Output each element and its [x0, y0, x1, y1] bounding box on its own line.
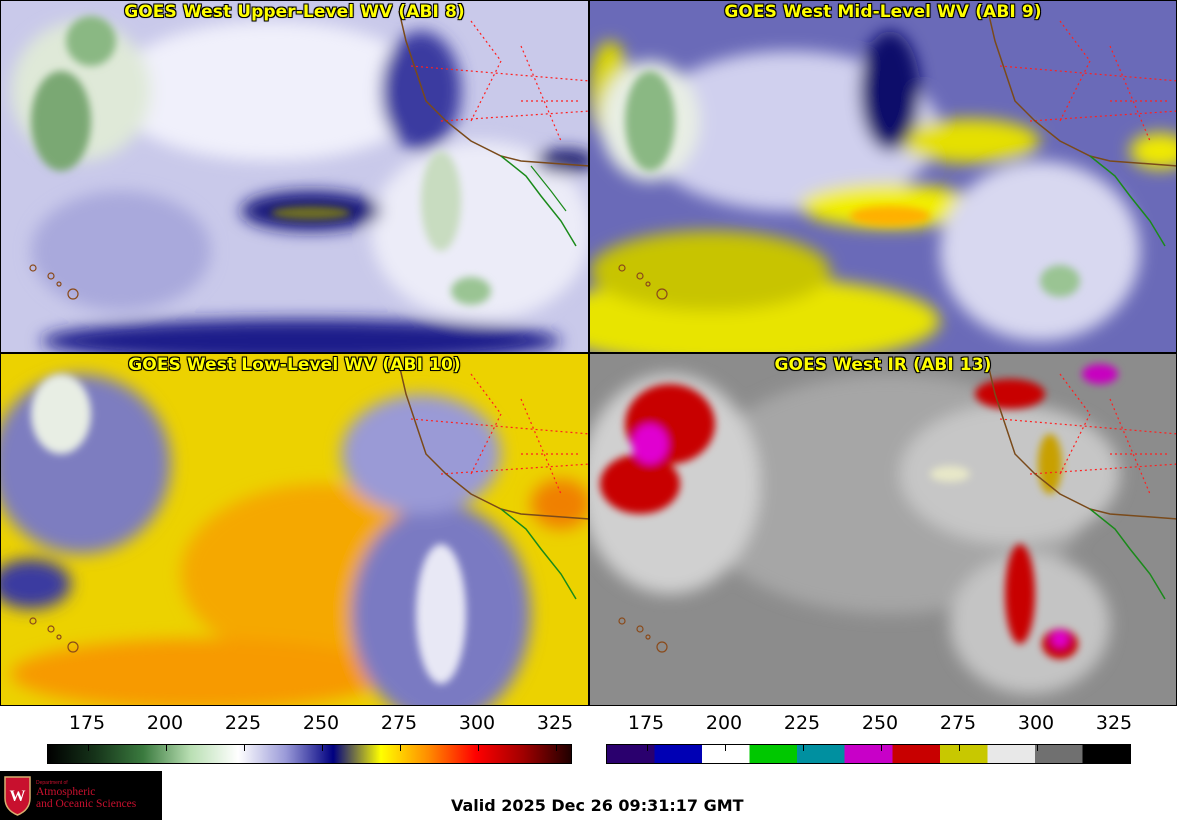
ir-tick-mark	[647, 745, 648, 751]
wv-tick-label: 200	[146, 712, 184, 734]
logo-line-2: and Oceanic Sciences	[36, 798, 137, 810]
svg-text:W: W	[10, 788, 26, 805]
wv-tick-mark	[478, 745, 479, 751]
ir-tick-label: 225	[783, 712, 821, 734]
ir-tick-mark	[1115, 745, 1116, 751]
panel-upper-level-wv: GOES West Upper-Level WV (ABI 8)	[0, 0, 589, 353]
wv-tick-mark	[88, 745, 89, 751]
wv-tick-label: 325	[536, 712, 574, 734]
panel-mid-level-wv: GOES West Mid-Level WV (ABI 9)	[589, 0, 1177, 353]
ir-image	[590, 354, 1176, 705]
ir-tick-label: 175	[627, 712, 665, 734]
uw-crest-icon: W	[4, 776, 31, 816]
ir-tick-label: 300	[1017, 712, 1055, 734]
upper-level-wv-image	[1, 1, 588, 352]
ir-tick-label: 275	[939, 712, 977, 734]
panel-ir: GOES West IR (ABI 13)	[589, 353, 1177, 706]
ir-tick-mark	[881, 745, 882, 751]
panel-title: GOES West Upper-Level WV (ABI 8)	[124, 2, 465, 22]
wv-tick-label: 300	[458, 712, 496, 734]
wv-tick-label: 175	[68, 712, 106, 734]
ir-tick-mark	[959, 745, 960, 751]
wv-tick-label: 250	[302, 712, 340, 734]
ir-tick-label: 200	[705, 712, 743, 734]
aos-logo[interactable]: W Department of Atmospheric and Oceanic …	[0, 771, 162, 820]
ir-tick-mark	[725, 745, 726, 751]
wv-tick-mark	[400, 745, 401, 751]
panel-title: GOES West Low-Level WV (ABI 10)	[128, 355, 461, 375]
wv-colorbar	[47, 744, 572, 764]
wv-tick-label: 275	[380, 712, 418, 734]
wv-tick-mark	[244, 745, 245, 751]
mid-level-wv-image	[590, 1, 1176, 352]
ir-tick-mark	[1037, 745, 1038, 751]
valid-time-label: Valid 2025 Dec 26 09:31:17 GMT	[451, 796, 744, 815]
wv-tick-mark	[322, 745, 323, 751]
low-level-wv-image	[1, 354, 588, 705]
panel-title: GOES West Mid-Level WV (ABI 9)	[724, 2, 1042, 22]
panel-low-level-wv: GOES West Low-Level WV (ABI 10)	[0, 353, 589, 706]
ir-tick-label: 325	[1095, 712, 1133, 734]
logo-dept-label: Department of	[36, 780, 68, 786]
ir-colorbar	[606, 744, 1131, 764]
logo-line-1: Atmospheric	[36, 786, 96, 798]
wv-tick-mark	[166, 745, 167, 751]
ir-tick-mark	[803, 745, 804, 751]
wv-tick-mark	[556, 745, 557, 751]
wv-tick-label: 225	[224, 712, 262, 734]
panel-title: GOES West IR (ABI 13)	[774, 355, 992, 375]
ir-tick-label: 250	[861, 712, 899, 734]
